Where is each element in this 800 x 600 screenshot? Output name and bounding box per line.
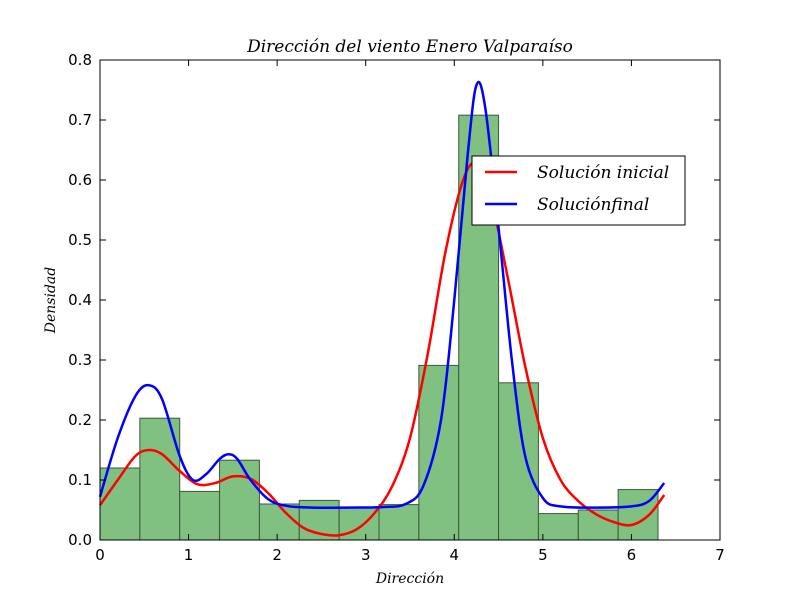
curve-final-solution [98,80,666,510]
x-axis-label: Dirección [375,571,444,587]
y-tick-label: 0.0 [68,531,92,549]
x-axis-ticks: 0 1 2 3 4 5 6 7 [95,60,725,564]
y-tick-label: 0.1 [68,471,92,489]
y-tick-label: 0.2 [68,411,92,429]
histogram-bar [418,364,460,541]
x-tick-label: 6 [627,546,637,564]
y-tick-label: 0.6 [68,171,92,189]
x-tick-label: 5 [538,546,548,564]
histogram-bar [219,459,260,541]
x-tick-label: 0 [95,546,105,564]
legend-label-final: Soluciónfinal [537,195,649,215]
legend: Solución inicial Soluciónfinal [471,155,686,226]
histogram-bar [179,490,221,541]
histogram-bar [258,503,300,541]
x-tick-label: 2 [272,546,282,564]
legend-box [471,155,686,226]
density-curves [98,80,666,537]
x-tick-label: 4 [450,546,460,564]
histogram-bar [378,504,420,541]
y-axis-ticks: 0.0 0.1 0.2 0.3 0.4 0.5 0.6 0.7 0.8 [68,51,720,549]
curve-initial-solution [98,161,666,537]
histogram-bar [99,467,141,541]
x-tick-label: 7 [715,546,725,564]
y-tick-label: 0.7 [68,111,92,129]
y-tick-label: 0.4 [68,291,92,309]
y-tick-label: 0.8 [68,51,92,69]
histogram-bars [99,114,659,541]
x-tick-label: 3 [361,546,371,564]
x-tick-label: 1 [184,546,194,564]
histogram-bar [537,513,579,541]
y-tick-label: 0.3 [68,351,92,369]
chart-title: Dirección del viento Enero Valparaíso [246,37,573,57]
legend-label-initial: Solución inicial [537,163,669,183]
y-tick-label: 0.5 [68,231,92,249]
y-axis-label: Densidad [43,267,59,334]
